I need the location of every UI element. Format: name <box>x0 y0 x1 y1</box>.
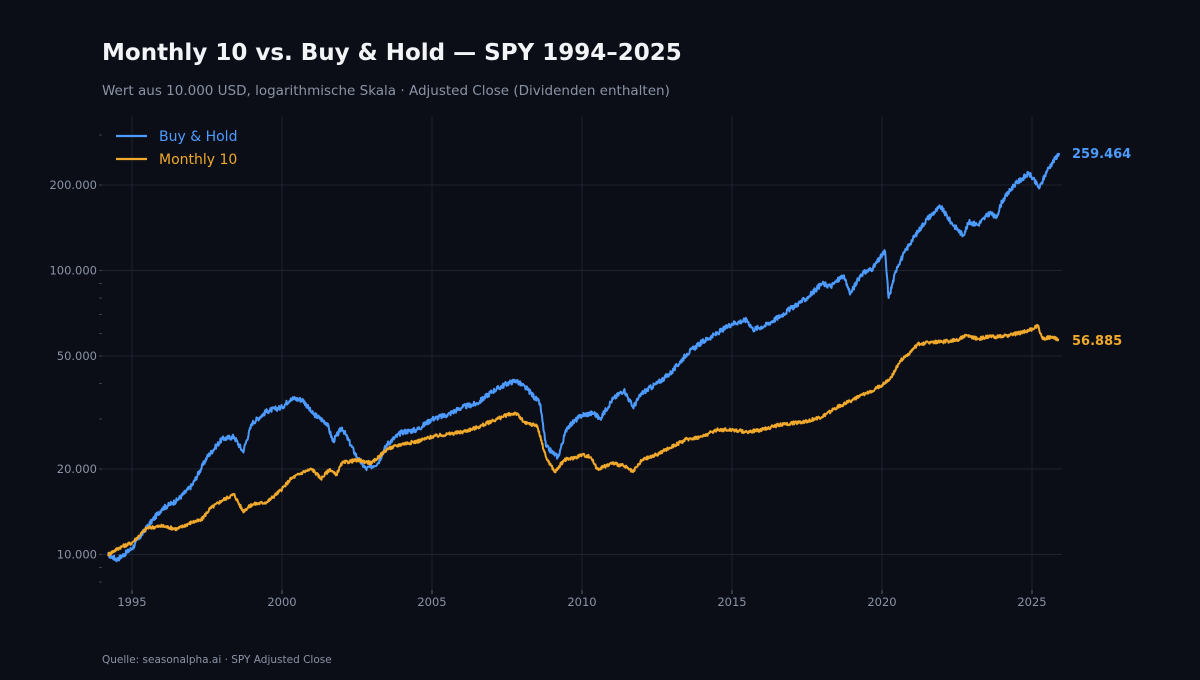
y-tick-label: 10.000 <box>57 548 97 562</box>
x-tick-label: 2000 <box>267 595 296 609</box>
x-tick-label: 2010 <box>567 595 596 609</box>
chart-title: Monthly 10 vs. Buy & Hold — SPY 1994–202… <box>102 40 682 66</box>
source-note: Quelle: seasonalpha.ai · SPY Adjusted Cl… <box>102 654 332 666</box>
x-tick-label: 2020 <box>867 595 896 609</box>
y-tick-label: 50.000 <box>57 349 97 363</box>
monthly10-line <box>107 324 1060 557</box>
x-tick-label: 2025 <box>1017 595 1046 609</box>
legend-label: Buy & Hold <box>159 129 237 145</box>
buy-hold-line <box>107 152 1060 563</box>
y-tick-label: 100.000 <box>49 264 97 278</box>
y-tick-label: 20.000 <box>57 462 97 476</box>
x-tick-label: 2005 <box>417 595 446 609</box>
y-tick-label: 200.000 <box>49 178 97 192</box>
x-tick-label: 2015 <box>717 595 746 609</box>
chart-subtitle: Wert aus 10.000 USD, logarithmische Skal… <box>102 83 670 99</box>
x-tick-label: 1995 <box>117 595 146 609</box>
monthly10-end-label: 56.885 <box>1072 334 1122 349</box>
legend-label: Monthly 10 <box>159 152 237 168</box>
buy-hold-end-label: 259.464 <box>1072 147 1131 162</box>
